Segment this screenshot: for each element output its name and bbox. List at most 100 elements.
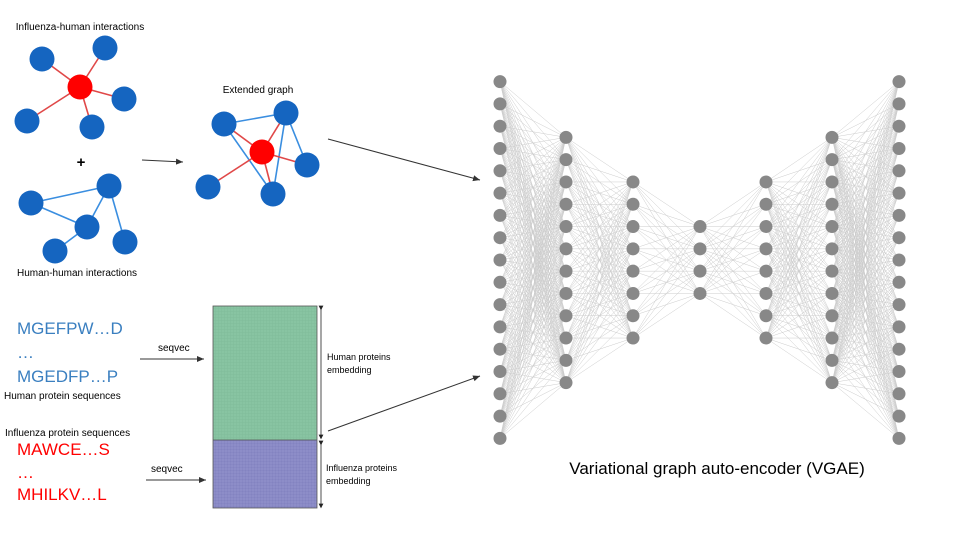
vgae-edge <box>765 337 833 361</box>
vgae-edge <box>565 159 634 183</box>
vgae-neuron-layer-6 <box>825 309 839 323</box>
vgae-edge <box>699 226 767 294</box>
vgae-edge <box>831 348 900 383</box>
vgae-neuron-layer-3 <box>626 242 640 256</box>
human-human-graph: Human-human interactions <box>17 173 138 279</box>
vgae-edge <box>831 81 900 383</box>
vgae-neuron-layer-6 <box>825 153 839 167</box>
vgae-edge <box>699 181 767 272</box>
vgae-edge <box>565 248 634 383</box>
vgae-neuron-layer-2 <box>559 130 573 144</box>
vgae-neuron-layer-6 <box>825 242 839 256</box>
vgae-edge <box>831 103 900 383</box>
vgae-neuron-layer-3 <box>626 286 640 300</box>
vgae-neuron-layer-2 <box>559 175 573 189</box>
vgae-neuron-layer-5 <box>759 242 773 256</box>
vgae-edge <box>565 181 634 227</box>
host-node <box>211 111 237 137</box>
vgae-neuron-layer-1 <box>493 320 507 334</box>
embedding-to-vgae-arrow <box>327 375 481 432</box>
vgae-neuron-layer-1 <box>493 119 507 133</box>
vgae-edge <box>499 315 567 439</box>
human-seq-2: MGEDFP…P <box>17 367 118 386</box>
vgae-neuron-layer-1 <box>493 387 507 401</box>
vgae-neuron-layer-1 <box>493 275 507 289</box>
vgae-neuron-layer-5 <box>759 309 773 323</box>
vgae-edge <box>565 315 634 383</box>
vgae-edge <box>831 170 900 383</box>
vgae-edge <box>765 270 833 339</box>
vgae-edge <box>699 181 767 250</box>
human-sequences: MGEFPW…D … MGEDFP…P Human protein sequen… <box>4 319 123 402</box>
vgae-edge <box>765 248 833 339</box>
vgae-edge <box>565 181 634 250</box>
vgae-edge <box>699 204 767 294</box>
vgae-edge <box>831 81 900 205</box>
influenza-sequences: Influenza protein sequences MAWCE…S … MH… <box>5 428 130 504</box>
vgae-edge <box>632 226 701 316</box>
vgae-neuron-layer-6 <box>825 331 839 345</box>
vgae-edge <box>765 204 833 339</box>
extended-graph: Extended graph <box>195 85 320 207</box>
vgae-neuron-layer-5 <box>759 331 773 345</box>
vgae-edge <box>831 382 900 395</box>
vgae-edge <box>632 248 701 339</box>
vgae-edge <box>765 226 833 339</box>
vgae-edge <box>765 137 833 339</box>
vgae-neuron-layer-2 <box>559 153 573 167</box>
vgae-edge <box>565 181 634 272</box>
vgae-edge <box>831 282 900 383</box>
vgae-edge <box>565 181 634 383</box>
vgae-neuron-layer-2 <box>559 197 573 211</box>
vgae-neuron-layer-1 <box>493 342 507 356</box>
vgae-edge <box>565 181 634 361</box>
vgae-neuron-layer-2 <box>559 309 573 323</box>
vgae-neuron-layer-2 <box>559 353 573 367</box>
vgae-edge <box>565 181 634 294</box>
vgae-edge <box>499 181 567 439</box>
vgae-edge <box>765 137 833 294</box>
combine-arrow <box>141 158 184 165</box>
vgae-edge <box>831 81 900 249</box>
host-node <box>92 35 118 61</box>
host-node <box>112 229 138 255</box>
host-node <box>29 46 55 72</box>
vgae-edges <box>499 81 900 439</box>
vgae-neuron-layer-7 <box>892 231 906 245</box>
vgae-edge <box>831 259 900 383</box>
vgae-edge <box>831 81 900 339</box>
vgae-neuron-layer-7 <box>892 97 906 111</box>
vgae-edge <box>831 81 900 361</box>
vgae-edge <box>565 226 634 383</box>
vgae-edge <box>499 137 567 238</box>
vgae-edge <box>831 81 900 183</box>
vgae-neuron-layer-1 <box>493 164 507 178</box>
vgae-edge <box>831 126 900 383</box>
vgae-edge <box>699 248 767 294</box>
vgae-edge <box>765 315 833 339</box>
host-node <box>294 152 320 178</box>
vgae-neuron-layer-7 <box>892 298 906 312</box>
vgae-neuron-layer-3 <box>626 331 640 345</box>
vgae-edge <box>499 137 567 216</box>
vgae-neuron-layer-1 <box>493 208 507 222</box>
vgae-neuron-layer-5 <box>759 175 773 189</box>
graph-to-vgae-arrow <box>327 138 481 182</box>
vgae-edge <box>565 204 634 383</box>
vgae-edge <box>831 382 900 417</box>
influenza-seq-caption: Influenza protein sequences <box>5 428 130 439</box>
vgae-edge <box>632 226 701 250</box>
vgae-neuron-layer-6 <box>825 175 839 189</box>
vgae-edge <box>499 125 567 138</box>
embedding-matrix <box>212 305 318 509</box>
vgae-edge <box>499 137 567 350</box>
virus-node <box>249 139 275 165</box>
vgae-neuron-layer-2 <box>559 242 573 256</box>
influenza-seq-ellipsis: … <box>17 463 34 482</box>
influenza-seq-2: MHILKV…L <box>17 485 107 504</box>
vgae-neuron-layer-7 <box>892 142 906 155</box>
vgae-edge <box>499 159 567 439</box>
vgae-neuron-layer-3 <box>626 264 640 278</box>
vgae-edge <box>765 137 833 249</box>
